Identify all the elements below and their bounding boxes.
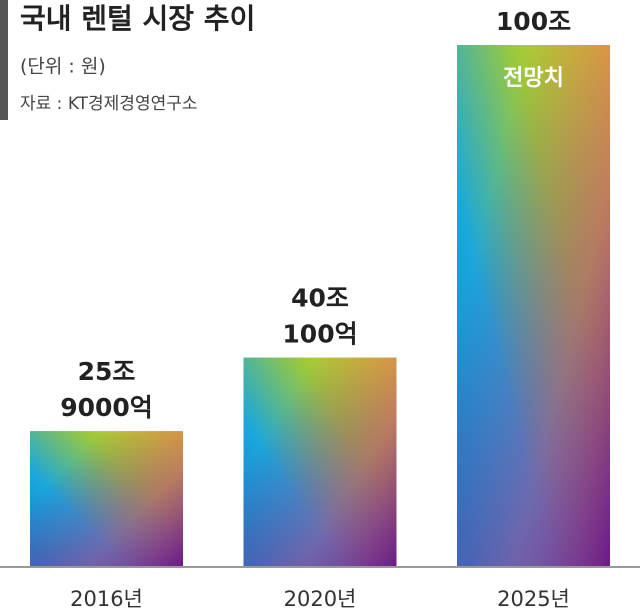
title-bar <box>0 0 8 120</box>
value-label: 40조 <box>291 284 349 313</box>
subtitle: (단위 : 원) <box>20 56 106 78</box>
value-label: 25조 <box>78 357 136 386</box>
x-tick-label: 2020년 <box>284 587 357 611</box>
x-tick-label: 2016년 <box>70 587 143 611</box>
bar-group <box>243 357 397 566</box>
bar-shade <box>30 431 183 566</box>
value-label: 100억 <box>282 320 357 349</box>
bar-group <box>457 45 610 566</box>
bar-group <box>30 431 183 566</box>
chart-title: 국내 렌털 시장 추이 <box>20 2 255 35</box>
bar-shade <box>457 45 610 566</box>
x-tick-label: 2025년 <box>497 587 570 611</box>
annotation: 전망치 <box>503 66 564 91</box>
value-label: 9000억 <box>60 393 153 422</box>
bar-shade <box>243 357 397 566</box>
value-label: 100조 <box>496 7 571 36</box>
source: 자료 : KT경제경영연구소 <box>20 94 198 114</box>
